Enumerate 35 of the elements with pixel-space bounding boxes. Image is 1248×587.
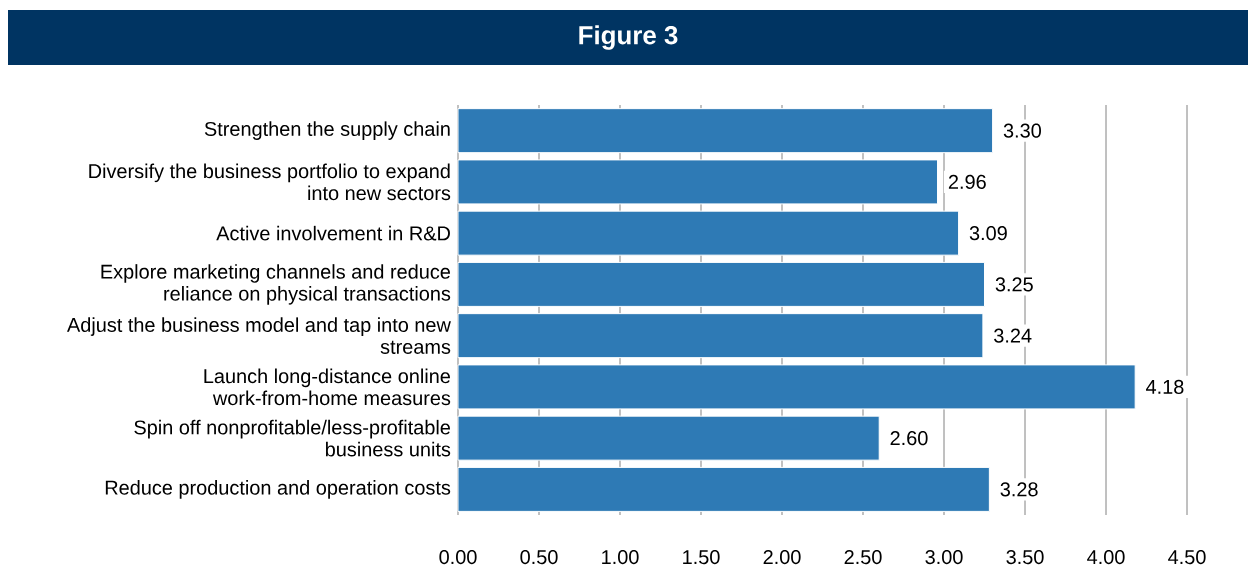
bar [457,261,986,307]
bar [457,364,1136,410]
bar [457,159,939,205]
y-tick-label: Active involvement in R&D [216,225,450,241]
bar [457,466,990,512]
data-label: 3.09 [969,226,1007,241]
y-tick-label: Spin off nonprofitable/less-profitable business units [134,419,451,457]
y-tick-label: Diversify the business portfolio to expand into new sectors [89,163,451,201]
y-tick-label: Adjust the business model and tap into new streams [66,317,451,354]
chart-title: Figure 3 [579,25,678,50]
x-tick-label: 4.00 [1087,550,1125,565]
x-tick-label: 3.00 [925,550,963,565]
data-label: 2.60 [890,431,928,446]
y-tick-label: Reduce production and operation costs [105,480,451,499]
x-tick-label: 1.00 [602,550,639,565]
bar [457,313,984,359]
x-tick-label: 3.50 [1006,550,1044,565]
data-label: 4.18 [1146,379,1184,394]
data-label: 3.24 [994,328,1032,343]
y-tick-label: Explore marketing channels and reduce reliance on physical transactions [101,264,451,305]
data-label: 3.30 [1003,123,1041,138]
x-tick-label: 2.50 [844,550,882,565]
x-tick-label: 0.50 [520,550,558,565]
bar [457,210,960,256]
bar [457,108,994,154]
y-tick-label: Strengthen the supply chain [204,121,450,140]
x-tick-label: 4.50 [1168,550,1206,565]
data-label: 2.96 [948,174,986,189]
data-label: 3.25 [995,277,1033,292]
data-label: 3.28 [1000,482,1038,497]
y-tick-label: Launch long-distance online work-from-home measures [204,368,451,406]
bar [457,415,880,461]
x-tick-label: 2.00 [763,550,801,565]
x-tick-label: 0.00 [439,550,477,565]
x-tick-label: 1.50 [683,550,720,565]
